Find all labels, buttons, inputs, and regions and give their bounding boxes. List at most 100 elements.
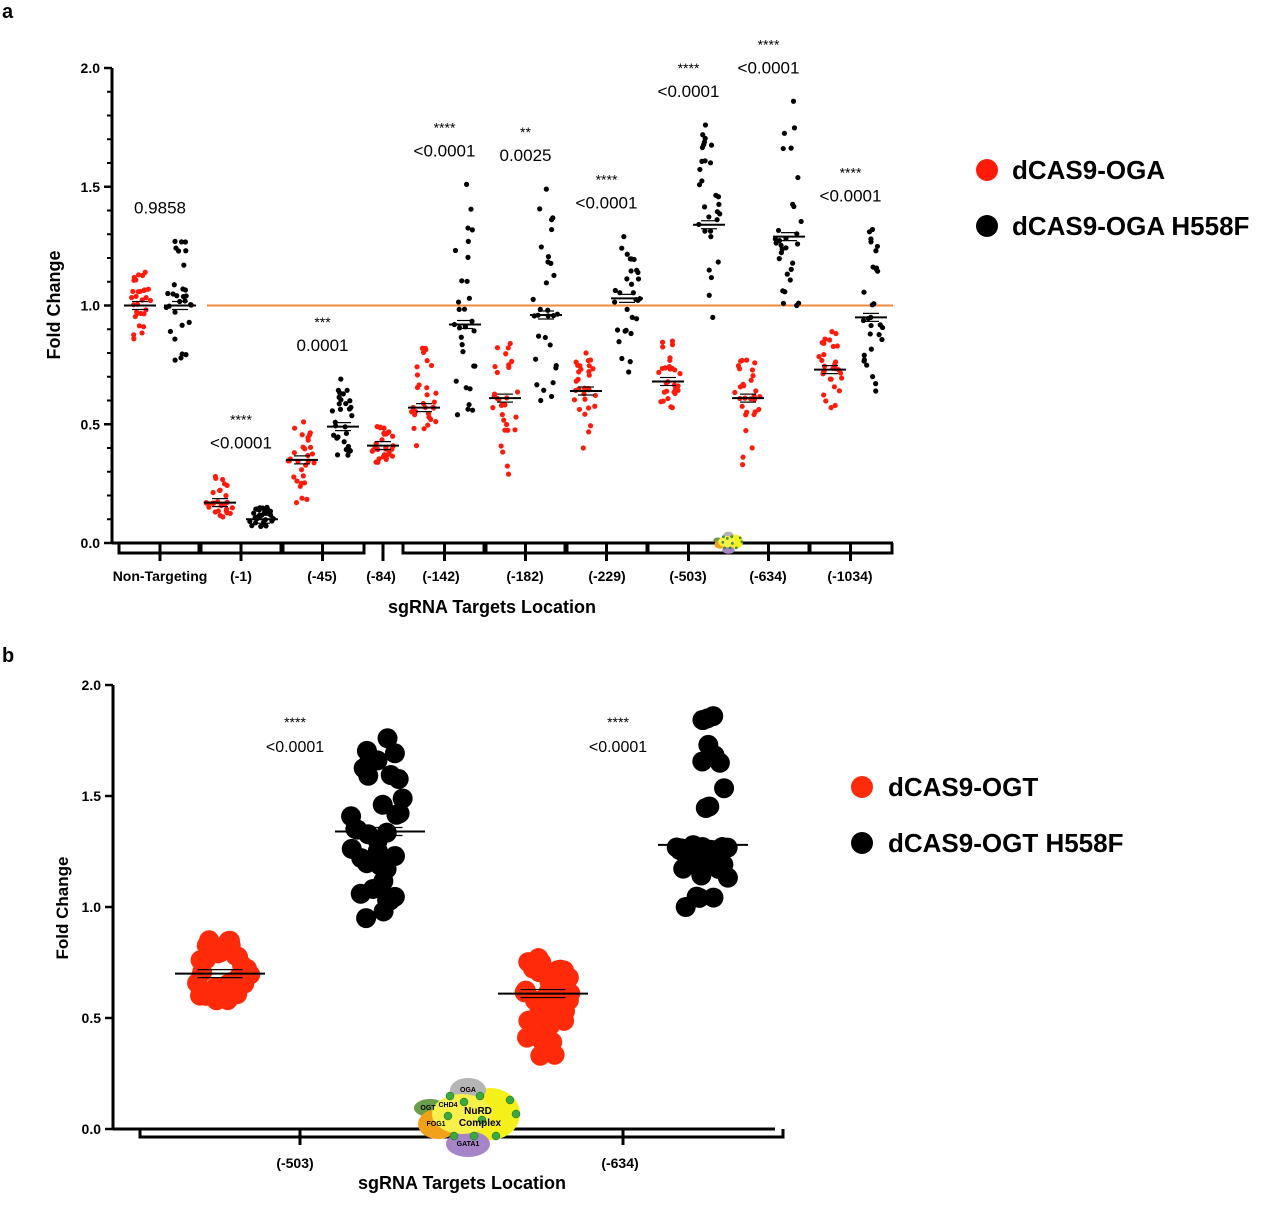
nurd-label: OGT bbox=[420, 1105, 436, 1112]
data-point-black bbox=[541, 387, 547, 393]
data-point-red bbox=[300, 419, 307, 425]
data-point-red bbox=[499, 412, 505, 418]
data-point-red bbox=[298, 467, 305, 473]
data-point-red bbox=[587, 423, 594, 429]
data-point-black bbox=[343, 430, 350, 437]
data-point-black bbox=[465, 238, 471, 244]
data-point-black bbox=[707, 228, 714, 234]
data-point-red bbox=[834, 343, 840, 349]
data-point-black bbox=[873, 381, 879, 387]
data-point-red bbox=[821, 352, 827, 358]
data-point-red bbox=[582, 396, 588, 402]
data-point-red bbox=[749, 367, 756, 373]
data-point-black bbox=[623, 327, 629, 333]
legend-a-black-label: dCAS9-OGA H558F bbox=[1012, 211, 1249, 241]
data-point-red bbox=[839, 375, 845, 381]
data-point-black bbox=[624, 306, 630, 312]
data-point-red bbox=[128, 294, 135, 301]
data-point-black bbox=[254, 506, 260, 512]
x-tick-label: (-634) bbox=[749, 568, 786, 584]
data-point-black bbox=[701, 139, 707, 145]
data-point-red bbox=[827, 337, 833, 343]
data-point-black bbox=[537, 206, 543, 212]
data-point-black bbox=[612, 287, 618, 294]
data-point-red bbox=[506, 364, 512, 370]
y-tick-label: 1.5 bbox=[81, 179, 101, 195]
data-point-black bbox=[172, 238, 178, 244]
data-point-black bbox=[344, 387, 350, 393]
data-point-black bbox=[666, 837, 687, 858]
data-point-black bbox=[714, 778, 735, 799]
data-point-black bbox=[533, 356, 539, 362]
data-point-black bbox=[791, 203, 797, 210]
data-point-red bbox=[147, 297, 154, 304]
nurd-label: FOG1 bbox=[426, 1121, 445, 1128]
data-point-black bbox=[706, 267, 712, 273]
data-point-red bbox=[669, 342, 676, 348]
data-point-black bbox=[452, 247, 459, 254]
y-tick-label: 0.5 bbox=[82, 1010, 102, 1026]
data-point-black bbox=[171, 282, 177, 288]
data-point-black bbox=[710, 314, 716, 320]
data-point-red bbox=[291, 474, 297, 480]
data-point-red bbox=[424, 358, 430, 364]
data-point-black bbox=[787, 277, 793, 283]
data-point-red bbox=[373, 459, 379, 465]
data-point-black bbox=[873, 388, 879, 394]
data-point-black bbox=[788, 145, 794, 151]
data-point-red bbox=[381, 425, 387, 431]
data-point-black bbox=[861, 358, 867, 364]
p-value-label: <0.0001 bbox=[738, 58, 800, 77]
data-point-red bbox=[752, 360, 758, 366]
data-point-black bbox=[703, 887, 724, 908]
data-point-black bbox=[538, 397, 544, 404]
data-point-black bbox=[542, 334, 548, 341]
chart-marks: 0.0 0.5 1.0 1.5 2.0 Non-Targeting 0.9858 (-1) **… bbox=[81, 36, 894, 1171]
data-point-black bbox=[343, 400, 349, 407]
data-point-black bbox=[543, 186, 549, 192]
data-point-red bbox=[529, 1000, 550, 1021]
data-point-black bbox=[627, 359, 633, 365]
data-point-black bbox=[466, 295, 472, 301]
panel-b-x-axis-label: sgRNA Targets Location bbox=[358, 1173, 566, 1193]
data-point-red bbox=[739, 462, 746, 468]
data-point-black bbox=[706, 214, 712, 220]
data-point-black bbox=[706, 292, 712, 298]
data-point-black bbox=[472, 363, 478, 369]
data-point-red bbox=[672, 367, 678, 373]
data-point-black bbox=[465, 225, 471, 231]
data-point-red bbox=[140, 324, 147, 330]
data-point-red bbox=[413, 443, 420, 449]
data-point-red bbox=[227, 510, 233, 517]
data-point-red bbox=[305, 437, 311, 443]
data-point-red bbox=[389, 453, 396, 459]
data-point-red bbox=[586, 429, 592, 435]
data-point-black bbox=[794, 241, 801, 247]
data-point-black bbox=[707, 160, 714, 166]
data-point-red bbox=[507, 340, 513, 347]
data-point-black bbox=[356, 908, 377, 929]
data-point-black bbox=[466, 402, 472, 408]
data-point-red bbox=[658, 399, 664, 405]
significance-stars: **** bbox=[678, 60, 700, 76]
data-point-red bbox=[143, 295, 149, 301]
data-point-red bbox=[667, 357, 673, 363]
data-point-black bbox=[389, 803, 410, 824]
data-point-black bbox=[796, 300, 802, 306]
p-value-label: <0.0001 bbox=[589, 739, 647, 756]
data-point-black bbox=[691, 865, 712, 886]
data-point-black bbox=[173, 245, 179, 251]
y-tick-label: 2.0 bbox=[81, 60, 101, 76]
data-point-red bbox=[292, 425, 298, 431]
nurd-label: Complex bbox=[459, 1118, 502, 1129]
data-point-black bbox=[782, 289, 788, 295]
data-point-red bbox=[517, 1027, 538, 1048]
data-point-black bbox=[183, 293, 189, 299]
data-point-red bbox=[136, 323, 143, 329]
data-point-red bbox=[223, 493, 229, 499]
data-point-red bbox=[582, 411, 588, 417]
data-point-red bbox=[533, 1032, 554, 1053]
panel-a-label: a bbox=[2, 1, 14, 23]
data-point-red bbox=[431, 399, 437, 405]
data-point-red bbox=[411, 425, 417, 431]
